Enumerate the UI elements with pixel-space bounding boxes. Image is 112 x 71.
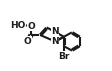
Text: HO: HO xyxy=(10,21,25,30)
Text: Br: Br xyxy=(58,52,70,61)
Text: O: O xyxy=(27,22,35,31)
Text: N: N xyxy=(52,27,59,36)
Text: O: O xyxy=(24,37,31,46)
Text: N: N xyxy=(52,37,59,46)
